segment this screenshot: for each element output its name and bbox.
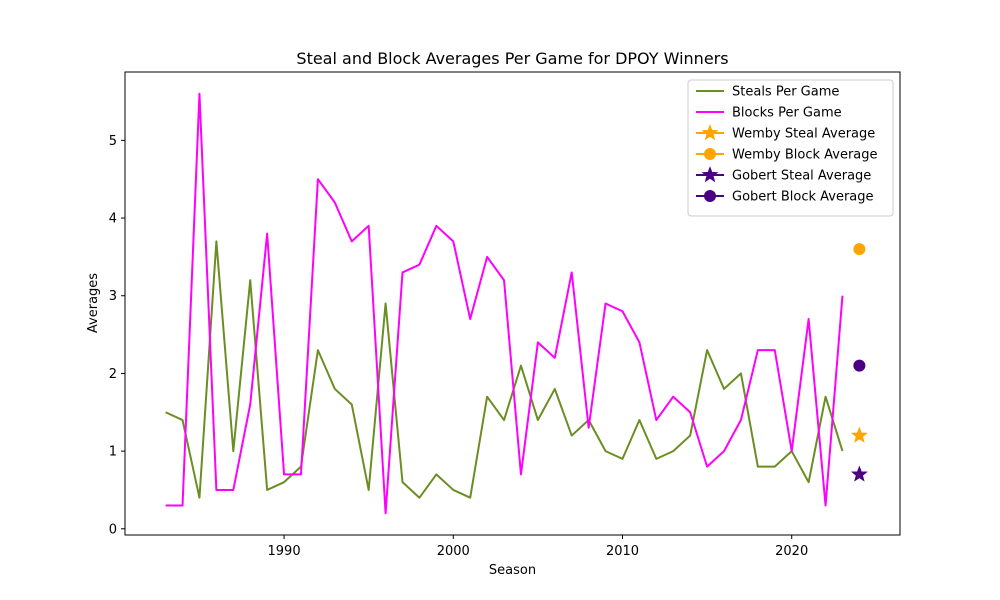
y-tick-label: 0 (109, 522, 117, 537)
y-tick-label: 1 (109, 445, 117, 460)
y-tick-label: 4 (109, 212, 117, 227)
marker-wemby-block-average (853, 243, 866, 256)
plot-area: 1990 2000 2010 2020 0 1 2 3 4 5 (109, 71, 901, 559)
legend-swatch-circle (704, 148, 716, 160)
x-tick-label: 2000 (437, 544, 470, 559)
series-line-blocks-per-game (165, 92, 844, 515)
legend-label-gobert-steal-average: Gobert Steal Average (732, 169, 871, 184)
legend: Steals Per Game Blocks Per Game Wemby Stea… (687, 79, 894, 217)
legend-label-steals-per-game: Steals Per Game (732, 85, 839, 100)
legend-label-blocks-per-game: Blocks Per Game (732, 106, 842, 121)
x-tick-label: 2010 (606, 544, 639, 559)
legend-swatch-circle (704, 190, 716, 202)
x-tick-label: 2020 (775, 544, 808, 559)
legend-label-wemby-block-average: Wemby Block Average (732, 148, 878, 163)
marker-gobert-block-average (853, 359, 866, 372)
legend-label-gobert-block-average: Gobert Block Average (732, 190, 874, 205)
marker-wemby-steal-average (850, 426, 868, 443)
chart-title: Steal and Block Averages Per Game for DP… (296, 49, 728, 68)
series-line-steals-per-game (165, 240, 844, 499)
marker-gobert-steal-average (850, 465, 868, 482)
legend-swatch-star (701, 166, 719, 183)
axes-frame (124, 71, 901, 536)
x-axis-title: Season (489, 563, 536, 578)
y-tick-label: 3 (109, 289, 117, 304)
y-axis-title: Averages (86, 273, 101, 333)
legend-label-wemby-steal-average: Wemby Steal Average (732, 127, 875, 142)
legend-swatch-star (701, 124, 719, 141)
legend-box (687, 79, 894, 217)
y-tick-label: 5 (109, 134, 117, 149)
x-tick-label: 1990 (268, 544, 301, 559)
y-tick-label: 2 (109, 367, 117, 382)
